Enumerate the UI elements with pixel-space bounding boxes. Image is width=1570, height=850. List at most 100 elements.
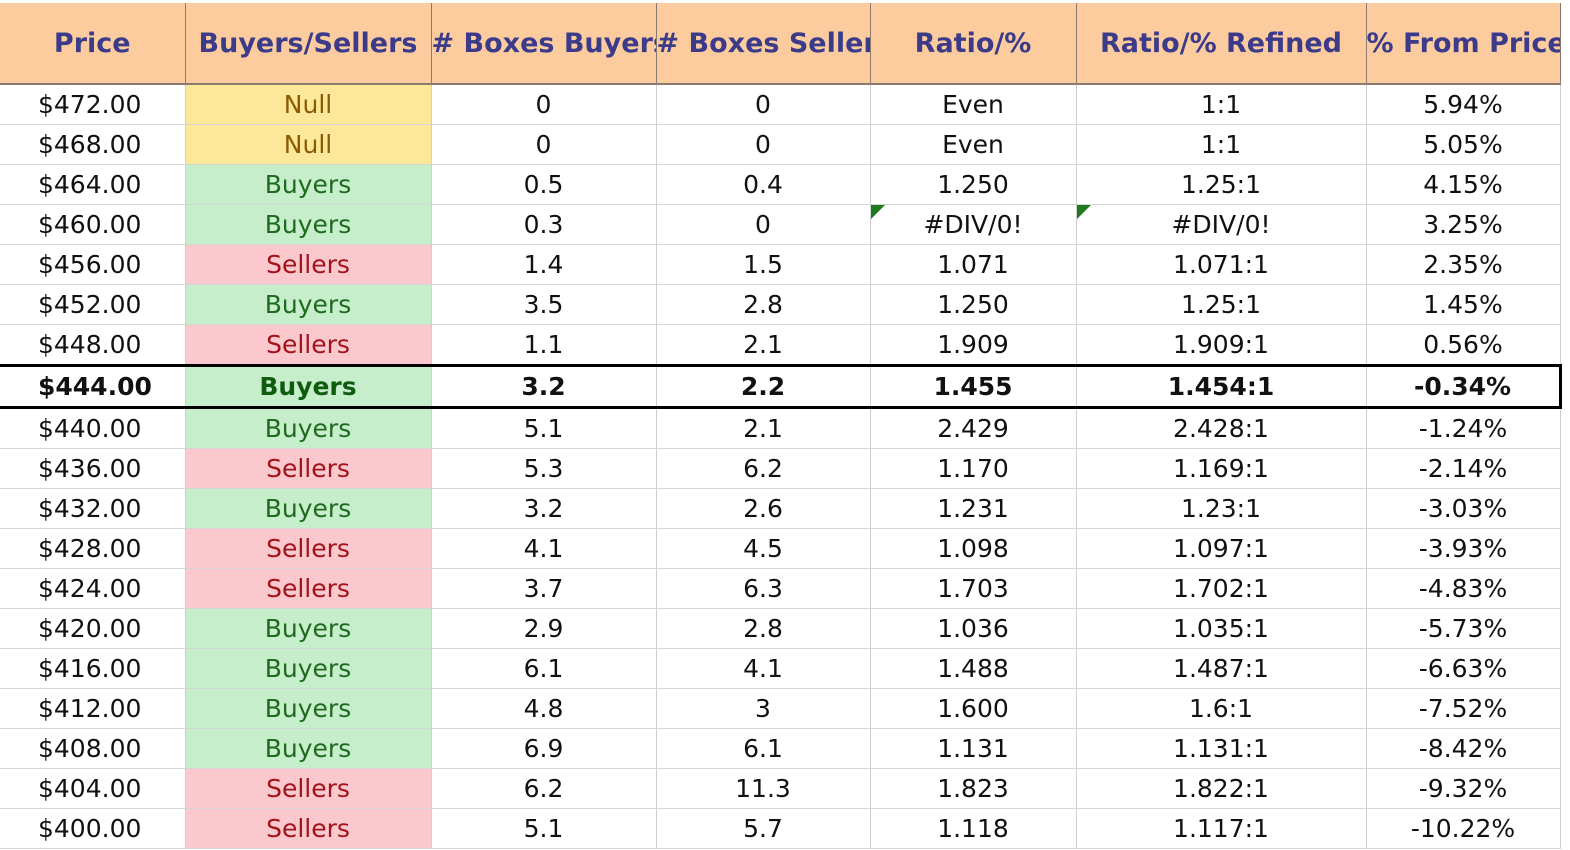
- price-cell[interactable]: $452.00: [0, 284, 186, 325]
- boxes-sellers-cell[interactable]: 0: [656, 124, 871, 165]
- boxes-buyers-cell[interactable]: 3.7: [431, 568, 657, 609]
- ratio-refined-cell[interactable]: 1.25:1: [1076, 164, 1367, 205]
- boxes-buyers-cell[interactable]: 6.9: [431, 728, 657, 769]
- buyers-sellers-cell[interactable]: Sellers: [185, 808, 432, 849]
- header-ratio[interactable]: Ratio/%: [870, 3, 1077, 85]
- ratio-cell[interactable]: 1.071: [870, 244, 1077, 285]
- ratio-cell[interactable]: 1.823: [870, 768, 1077, 809]
- price-cell[interactable]: $444.00: [0, 364, 186, 409]
- boxes-sellers-cell[interactable]: 5.7: [656, 808, 871, 849]
- ratio-cell[interactable]: 1.036: [870, 608, 1077, 649]
- boxes-buyers-cell[interactable]: 4.1: [431, 528, 657, 569]
- buyers-sellers-cell[interactable]: Buyers: [185, 364, 432, 409]
- price-cell[interactable]: $468.00: [0, 124, 186, 165]
- pct-from-price-cell[interactable]: 1.45%: [1366, 284, 1561, 325]
- ratio-cell[interactable]: Even: [870, 124, 1077, 165]
- ratio-refined-cell[interactable]: 1.909:1: [1076, 324, 1367, 366]
- ratio-cell[interactable]: 1.170: [870, 448, 1077, 489]
- ratio-cell[interactable]: 1.909: [870, 324, 1077, 366]
- ratio-refined-cell[interactable]: 1.25:1: [1076, 284, 1367, 325]
- pct-from-price-cell[interactable]: -10.22%: [1366, 808, 1561, 849]
- boxes-sellers-cell[interactable]: 2.2: [656, 364, 871, 409]
- ratio-refined-cell[interactable]: 1.071:1: [1076, 244, 1367, 285]
- boxes-buyers-cell[interactable]: 0.3: [431, 204, 657, 245]
- ratio-cell[interactable]: 1.231: [870, 488, 1077, 529]
- boxes-sellers-cell[interactable]: 2.1: [656, 407, 871, 449]
- price-cell[interactable]: $460.00: [0, 204, 186, 245]
- ratio-refined-cell[interactable]: 1:1: [1076, 124, 1367, 165]
- price-cell[interactable]: $440.00: [0, 407, 186, 449]
- price-cell[interactable]: $404.00: [0, 768, 186, 809]
- buyers-sellers-cell[interactable]: Sellers: [185, 528, 432, 569]
- price-cell[interactable]: $448.00: [0, 324, 186, 366]
- pct-from-price-cell[interactable]: 2.35%: [1366, 244, 1561, 285]
- pct-from-price-cell[interactable]: -6.63%: [1366, 648, 1561, 689]
- ratio-cell[interactable]: 1.455: [870, 364, 1077, 409]
- pct-from-price-cell[interactable]: -9.32%: [1366, 768, 1561, 809]
- ratio-refined-cell[interactable]: 1.035:1: [1076, 608, 1367, 649]
- boxes-buyers-cell[interactable]: 3.5: [431, 284, 657, 325]
- boxes-buyers-cell[interactable]: 1.4: [431, 244, 657, 285]
- pct-from-price-cell[interactable]: -0.34%: [1366, 364, 1562, 409]
- ratio-refined-cell[interactable]: 1.169:1: [1076, 448, 1367, 489]
- header-ratio-refined[interactable]: Ratio/% Refined: [1076, 3, 1367, 85]
- buyers-sellers-cell[interactable]: Sellers: [185, 324, 432, 366]
- ratio-refined-cell[interactable]: 1.6:1: [1076, 688, 1367, 729]
- ratio-cell[interactable]: 1.118: [870, 808, 1077, 849]
- buyers-sellers-cell[interactable]: Buyers: [185, 164, 432, 205]
- boxes-sellers-cell[interactable]: 2.1: [656, 324, 871, 366]
- ratio-refined-cell[interactable]: 1.117:1: [1076, 808, 1367, 849]
- price-cell[interactable]: $420.00: [0, 608, 186, 649]
- ratio-cell[interactable]: 1.703: [870, 568, 1077, 609]
- boxes-sellers-cell[interactable]: 0.4: [656, 164, 871, 205]
- pct-from-price-cell[interactable]: -4.83%: [1366, 568, 1561, 609]
- buyers-sellers-cell[interactable]: Sellers: [185, 568, 432, 609]
- boxes-sellers-cell[interactable]: 6.1: [656, 728, 871, 769]
- ratio-cell[interactable]: Even: [870, 84, 1077, 125]
- boxes-buyers-cell[interactable]: 6.1: [431, 648, 657, 689]
- boxes-sellers-cell[interactable]: 0: [656, 84, 871, 125]
- boxes-buyers-cell[interactable]: 0: [431, 84, 657, 125]
- error-indicator-icon[interactable]: [870, 205, 885, 219]
- boxes-buyers-cell[interactable]: 3.2: [431, 488, 657, 529]
- pct-from-price-cell[interactable]: 5.94%: [1366, 84, 1561, 125]
- pct-from-price-cell[interactable]: -3.03%: [1366, 488, 1561, 529]
- ratio-refined-cell[interactable]: 1.822:1: [1076, 768, 1367, 809]
- buyers-sellers-cell[interactable]: Sellers: [185, 768, 432, 809]
- buyers-sellers-cell[interactable]: Buyers: [185, 204, 432, 245]
- buyers-sellers-cell[interactable]: Buyers: [185, 284, 432, 325]
- price-cell[interactable]: $456.00: [0, 244, 186, 285]
- boxes-sellers-cell[interactable]: 6.2: [656, 448, 871, 489]
- ratio-refined-cell[interactable]: 1.131:1: [1076, 728, 1367, 769]
- ratio-cell[interactable]: #DIV/0!: [870, 204, 1077, 245]
- boxes-sellers-cell[interactable]: 2.6: [656, 488, 871, 529]
- ratio-cell[interactable]: 1.250: [870, 164, 1077, 205]
- boxes-sellers-cell[interactable]: 11.3: [656, 768, 871, 809]
- price-cell[interactable]: $428.00: [0, 528, 186, 569]
- boxes-sellers-cell[interactable]: 4.1: [656, 648, 871, 689]
- price-cell[interactable]: $412.00: [0, 688, 186, 729]
- ratio-refined-cell[interactable]: #DIV/0!: [1076, 204, 1367, 245]
- ratio-cell[interactable]: 1.098: [870, 528, 1077, 569]
- buyers-sellers-cell[interactable]: Null: [185, 84, 432, 125]
- boxes-buyers-cell[interactable]: 5.1: [431, 407, 657, 449]
- pct-from-price-cell[interactable]: -5.73%: [1366, 608, 1561, 649]
- pct-from-price-cell[interactable]: -7.52%: [1366, 688, 1561, 729]
- ratio-refined-cell[interactable]: 1.097:1: [1076, 528, 1367, 569]
- buyers-sellers-cell[interactable]: Sellers: [185, 448, 432, 489]
- price-cell[interactable]: $416.00: [0, 648, 186, 689]
- header-price[interactable]: Price: [0, 3, 186, 85]
- ratio-refined-cell[interactable]: 1.487:1: [1076, 648, 1367, 689]
- pct-from-price-cell[interactable]: 4.15%: [1366, 164, 1561, 205]
- pct-from-price-cell[interactable]: -2.14%: [1366, 448, 1561, 489]
- header-buyers-sellers[interactable]: Buyers/Sellers: [185, 3, 432, 85]
- pct-from-price-cell[interactable]: -3.93%: [1366, 528, 1561, 569]
- buyers-sellers-cell[interactable]: Buyers: [185, 488, 432, 529]
- boxes-sellers-cell[interactable]: 0: [656, 204, 871, 245]
- ratio-refined-cell[interactable]: 2.428:1: [1076, 407, 1367, 449]
- buyers-sellers-cell[interactable]: Sellers: [185, 244, 432, 285]
- price-cell[interactable]: $472.00: [0, 84, 186, 125]
- buyers-sellers-cell[interactable]: Null: [185, 124, 432, 165]
- pct-from-price-cell[interactable]: -1.24%: [1366, 407, 1561, 449]
- boxes-buyers-cell[interactable]: 0.5: [431, 164, 657, 205]
